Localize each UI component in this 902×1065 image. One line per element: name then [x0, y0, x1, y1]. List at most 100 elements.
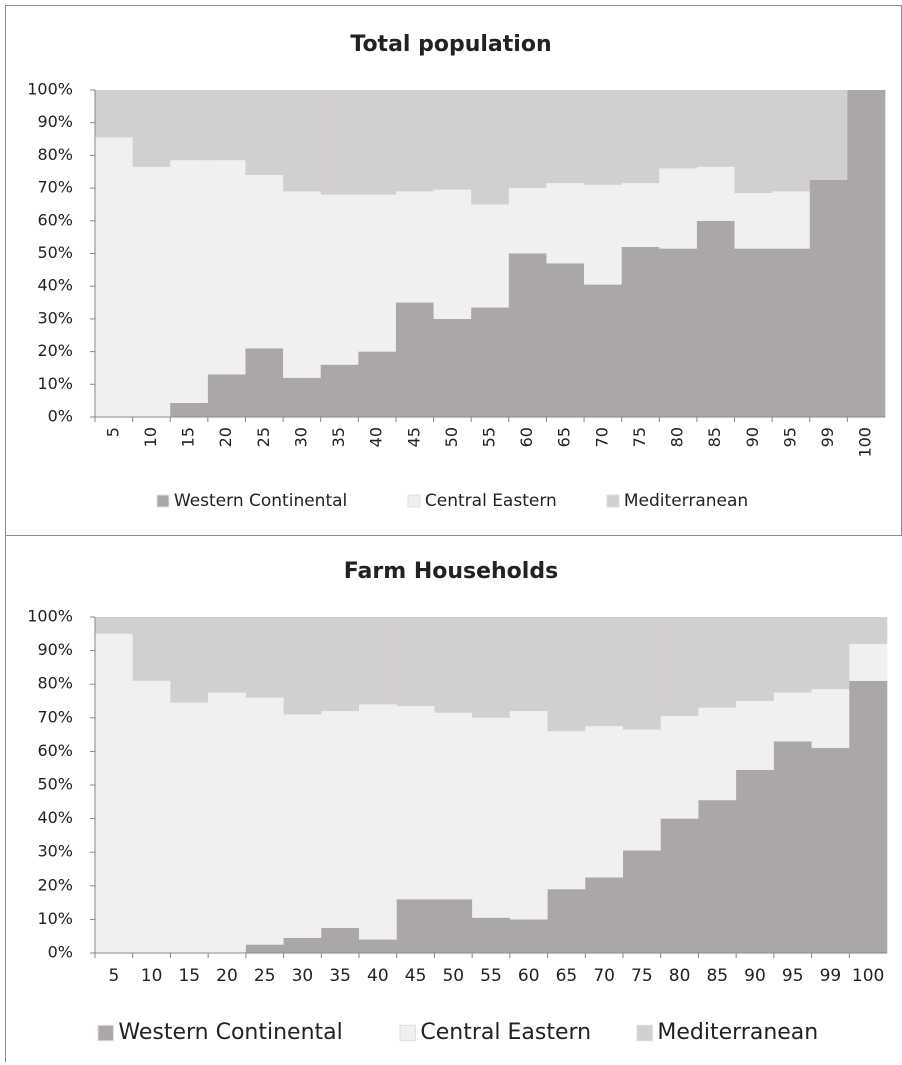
bar-segment [773, 692, 812, 742]
legend-swatch [407, 494, 421, 508]
bar-segment [698, 800, 737, 953]
x-tick-label: 60 [518, 966, 540, 986]
bar-segment [696, 166, 735, 221]
bar-segment [734, 193, 773, 249]
y-tick-label: 60% [37, 210, 73, 229]
bar-segment [396, 617, 435, 707]
bar-segment [772, 248, 811, 417]
legend-swatch [97, 1024, 114, 1042]
bar-segment [659, 90, 698, 169]
y-tick-label: 80% [37, 145, 73, 164]
bar-segment [849, 643, 888, 681]
bar-segment [358, 194, 397, 352]
bar-segment [132, 617, 171, 681]
bar-segment [546, 263, 585, 417]
x-tick-label: 85 [706, 966, 728, 986]
x-tick-label: 35 [329, 427, 348, 447]
bar-segment [660, 818, 699, 953]
x-tick-label: 100 [856, 427, 875, 458]
bar-segment [395, 191, 434, 303]
legend-swatch [156, 494, 170, 508]
bar-segment [245, 175, 284, 349]
bar-segment [359, 939, 398, 953]
legend-label: Mediterranean [624, 491, 748, 511]
x-tick-label: 95 [782, 966, 804, 986]
bar-segment [734, 90, 773, 194]
x-tick-label: 65 [555, 427, 574, 447]
y-tick-label: 0% [48, 407, 73, 426]
bar-segment [245, 348, 284, 417]
x-tick-label: 30 [291, 427, 310, 447]
x-tick-label: 45 [405, 966, 427, 986]
bar-segment [95, 137, 133, 418]
bar-segment [508, 90, 547, 189]
legend-swatch [606, 494, 620, 508]
bar-segment [659, 168, 698, 249]
bar-segment [472, 717, 511, 918]
x-tick-label: 45 [404, 427, 423, 447]
bar-segment [623, 729, 662, 851]
legend-label: Central Eastern [420, 1020, 591, 1045]
x-tick-label: 10 [141, 427, 160, 447]
bar-segment [621, 246, 660, 417]
bar-segment [585, 726, 624, 878]
bar-segment [584, 184, 622, 285]
bar-segment [396, 706, 435, 900]
bar-segment [809, 179, 848, 417]
x-tick-label: 75 [631, 966, 653, 986]
legend-label: Central Eastern [425, 491, 557, 511]
x-tick-label: 80 [668, 427, 687, 447]
bar-segment [621, 90, 660, 184]
y-tick-label: 70% [37, 178, 73, 197]
x-tick-label: 99 [820, 966, 842, 986]
x-tick-label: 5 [103, 427, 122, 437]
bar-segment [772, 90, 811, 192]
bar-segment [547, 731, 586, 890]
bar-segment [659, 248, 698, 417]
bar-segment [358, 351, 397, 417]
bar-segment [283, 377, 322, 417]
bar-segment [736, 701, 775, 770]
bar-segment [585, 877, 624, 953]
bar-segment [245, 697, 284, 945]
x-tick-label: 80 [669, 966, 691, 986]
bar-segment [283, 937, 322, 953]
bar-segment [811, 689, 850, 749]
y-tick-label: 70% [37, 707, 73, 726]
bar-segment [207, 160, 246, 375]
chart-title: Total population [350, 32, 551, 57]
bar-segment [320, 194, 359, 365]
bar-segment [245, 90, 284, 176]
y-tick-label: 20% [37, 341, 73, 360]
bar-segment [773, 617, 812, 693]
bar-segment [773, 741, 812, 953]
bar-segment [623, 617, 662, 730]
bar-segment [245, 944, 284, 953]
y-tick-label: 90% [37, 112, 73, 131]
x-tick-label: 10 [141, 966, 163, 986]
bar-segment [170, 617, 209, 703]
x-tick-label: 65 [556, 966, 578, 986]
x-tick-label: 40 [367, 966, 389, 986]
bar-segment [95, 617, 134, 634]
y-tick-label: 10% [37, 909, 73, 928]
x-tick-label: 15 [178, 966, 200, 986]
bar-segment [772, 191, 811, 249]
bar-segment [623, 850, 662, 953]
y-tick-label: 20% [37, 875, 73, 894]
bar-segment [736, 617, 775, 701]
bar-segment [170, 160, 209, 403]
bar-segment [547, 617, 586, 732]
bar-segment [660, 617, 699, 717]
bar-segment [395, 302, 434, 417]
y-tick-label: 100% [27, 80, 73, 99]
bar-segment [95, 90, 133, 138]
bar-segment [283, 617, 322, 715]
x-tick-label: 90 [743, 427, 762, 447]
x-tick-label: 25 [254, 427, 273, 447]
bar-segment [359, 704, 398, 940]
bar-segment [132, 90, 171, 167]
bar-segment [358, 90, 397, 195]
y-tick-label: 0% [48, 943, 73, 962]
bar-segment [547, 889, 586, 953]
